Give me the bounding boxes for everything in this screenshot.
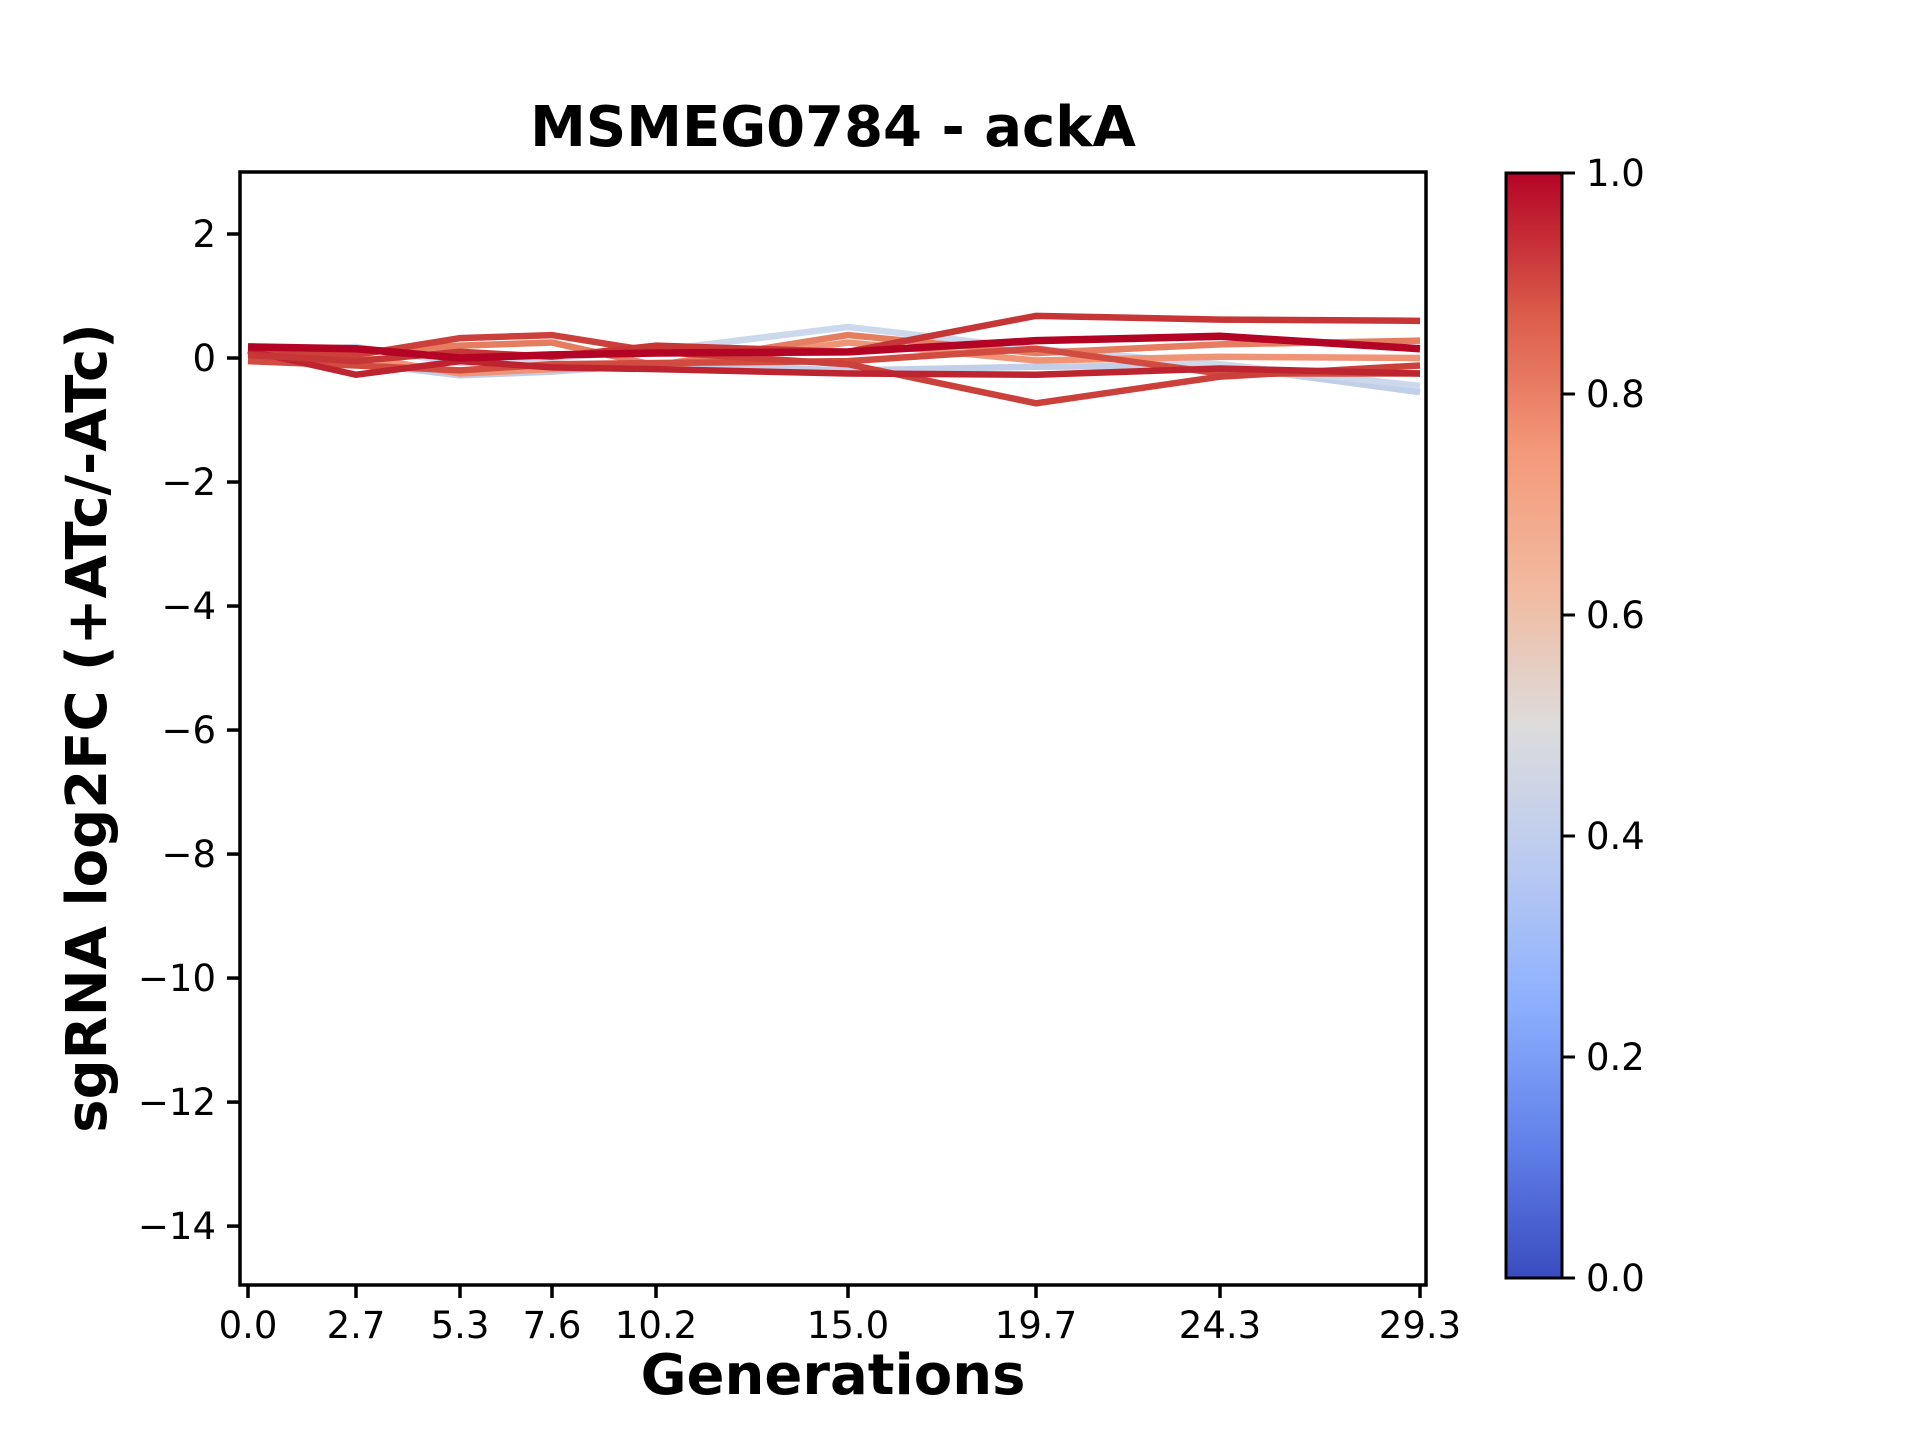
series-line-7 xyxy=(247,347,1421,379)
colorbar-tick-label: 0.4 xyxy=(1586,815,1645,858)
x-tick-label: 7.6 xyxy=(523,1304,582,1347)
x-tick-label: 2.7 xyxy=(327,1304,386,1347)
colorbar-tick-label: 0.0 xyxy=(1586,1257,1645,1300)
x-tick-label: 15.0 xyxy=(807,1304,889,1347)
series-line-9 xyxy=(247,332,1421,362)
chart-title: MSMEG0784 - ackA xyxy=(530,95,1136,160)
colorbar-tick-label: 0.2 xyxy=(1586,1036,1645,1079)
y-tick-label: −6 xyxy=(161,709,216,752)
colorbar-tick-label: 0.6 xyxy=(1586,594,1645,637)
y-tick-label: −14 xyxy=(138,1205,216,1248)
y-tick-label: 2 xyxy=(192,213,216,256)
y-tick-label: −10 xyxy=(138,957,216,1000)
y-tick-label: −2 xyxy=(161,461,216,504)
y-tick-label: −12 xyxy=(138,1081,216,1124)
x-axis-label: Generations xyxy=(640,1343,1026,1408)
x-tick-label: 19.7 xyxy=(995,1304,1077,1347)
x-tick-label: 5.3 xyxy=(431,1304,490,1347)
x-tick-label: 0.0 xyxy=(219,1304,278,1347)
y-tick-label: −8 xyxy=(161,833,216,876)
x-tick-label: 10.2 xyxy=(615,1304,697,1347)
colorbar-tick-label: 1.0 xyxy=(1586,152,1645,195)
x-tick-label: 29.3 xyxy=(1379,1304,1461,1347)
y-tick-label: 0 xyxy=(192,337,216,380)
series-line-8 xyxy=(247,312,1421,365)
y-tick-label: −4 xyxy=(161,585,216,628)
colorbar-tick-label: 0.8 xyxy=(1586,373,1645,416)
x-tick-label: 24.3 xyxy=(1179,1304,1261,1347)
colorbar xyxy=(1504,171,1564,1280)
